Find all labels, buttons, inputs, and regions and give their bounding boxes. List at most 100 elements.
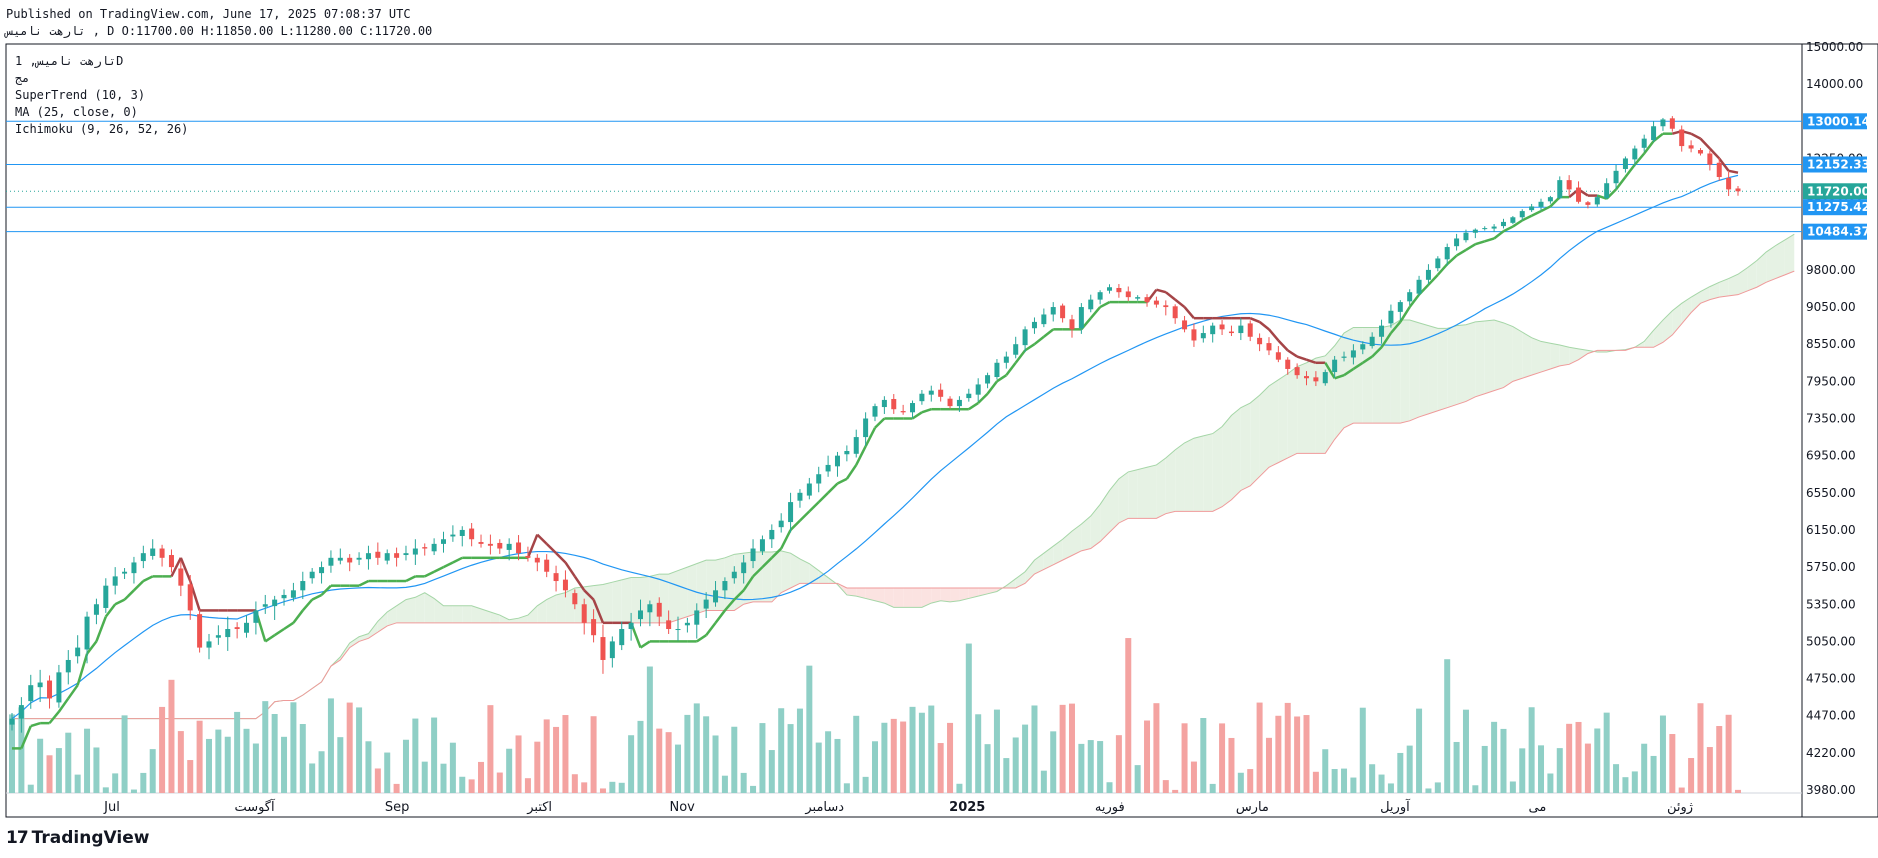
volume-bar <box>1303 715 1310 793</box>
volume-bar <box>1547 773 1554 793</box>
price-tick: 7950.00 <box>1806 374 1856 388</box>
volume-bar <box>1181 723 1188 793</box>
price-axis-ticks: 15000.0014000.0013000.0012250.0011650.00… <box>1806 40 1863 797</box>
candle-body <box>262 604 268 607</box>
supertrend-segment <box>696 634 707 643</box>
candle-body <box>985 375 991 384</box>
supertrend-segment <box>1484 237 1495 243</box>
time-axis-ticks: Jul آگوست Sep اکتبر Nov دسامبر 2025 فوریه مارس آو… <box>103 798 1693 815</box>
volume-bar <box>93 747 100 793</box>
supertrend-segment <box>1306 358 1317 364</box>
legend-supertrend[interactable]: SuperTrend (10, 3) <box>15 88 146 102</box>
supertrend-segment <box>545 542 557 555</box>
candle-body <box>487 543 493 546</box>
cloud-segment <box>1147 464 1157 519</box>
time-tick: اکتبر <box>526 800 552 815</box>
volume-bar <box>1059 704 1066 793</box>
volume-bar <box>1115 735 1122 793</box>
candle-body <box>412 548 418 555</box>
price-label-text: 13000.14 <box>1807 114 1870 128</box>
candle-body <box>1388 310 1394 324</box>
tradingview-logo[interactable]: 17 TradingView <box>6 828 149 848</box>
volume-bar <box>1050 731 1057 793</box>
candle-body <box>666 620 672 630</box>
candle-body <box>1003 356 1009 363</box>
candle-body <box>469 528 475 540</box>
volume-bar <box>431 717 438 793</box>
supertrend-segment <box>311 593 323 601</box>
supertrend-segment <box>179 557 192 582</box>
supertrend-segment <box>780 529 792 550</box>
volume-bar <box>1650 755 1657 793</box>
cloud-segment <box>1259 385 1269 477</box>
cloud-segment <box>959 587 969 601</box>
price-tick: 4750.00 <box>1806 672 1856 686</box>
candle-body <box>938 389 944 397</box>
candle-body <box>1697 150 1703 154</box>
volume-bar <box>778 708 785 793</box>
time-tick: آگوست <box>234 798 276 815</box>
candle-body <box>459 529 465 536</box>
tradingview-logo-icon: 17 <box>6 828 29 848</box>
candle-body <box>328 557 334 566</box>
candle-body <box>675 629 681 631</box>
cloud-segment <box>987 587 997 594</box>
volume-bar <box>74 774 81 793</box>
candle-body <box>1163 305 1169 308</box>
cloud-segment <box>668 570 679 623</box>
volume-bar <box>872 741 878 793</box>
ma-line <box>11 174 1739 720</box>
candle-body <box>1576 187 1582 202</box>
cloud-segment <box>537 599 547 623</box>
volume-bar <box>356 707 363 793</box>
candle-body <box>140 553 146 562</box>
volume-bar <box>1247 769 1254 793</box>
cloud-segment <box>753 552 763 602</box>
time-tick: دسامبر <box>804 800 844 815</box>
volume-bar <box>1153 703 1160 793</box>
candle-body <box>1153 300 1159 305</box>
legend-ma[interactable]: MA (25, close, 0) <box>15 105 138 119</box>
volume-bar <box>1444 659 1451 793</box>
volume-bar <box>1003 758 1010 793</box>
candle-body <box>319 567 325 574</box>
supertrend-segment <box>442 561 454 569</box>
candle-body <box>441 539 446 544</box>
volume-bar <box>937 743 944 793</box>
cloud-segment <box>678 567 688 620</box>
candle-body <box>1397 302 1403 312</box>
supertrend-segment <box>714 609 726 624</box>
cloud-segment <box>1034 553 1044 575</box>
volume-bar <box>496 772 503 793</box>
cloud-segment <box>1344 327 1354 428</box>
cloud-segment <box>1071 524 1082 556</box>
volume-bar <box>1538 745 1545 793</box>
volume-bar <box>881 722 888 793</box>
supertrend-segment <box>564 561 576 578</box>
candle-body <box>713 590 719 603</box>
supertrend-segment <box>1512 219 1523 228</box>
volume-bar <box>1312 771 1319 793</box>
volume-bar <box>102 787 109 793</box>
cloud-segment <box>921 587 932 608</box>
volume-bar <box>1622 777 1629 793</box>
supertrend-segment <box>264 634 276 643</box>
volume-bar <box>1097 741 1104 793</box>
candle-body <box>1078 307 1084 329</box>
candle-body <box>1294 367 1300 376</box>
legend-ichimoku[interactable]: Ichimoku (9, 26, 52, 26) <box>15 122 189 136</box>
cloud-segment <box>1653 320 1663 348</box>
price-label-box <box>1803 156 1867 173</box>
cloud-segment <box>1569 347 1579 365</box>
supertrend-segment <box>592 599 605 624</box>
cloud-segment <box>593 584 603 623</box>
candle-body <box>1050 307 1056 315</box>
candle-body <box>1604 183 1610 199</box>
volume-bar <box>130 789 137 793</box>
price-label-box <box>1803 199 1867 216</box>
supertrend-segment <box>1502 225 1514 233</box>
candle-body <box>347 557 353 563</box>
cloud-segment <box>1025 560 1035 584</box>
supertrend-segment <box>1352 361 1364 371</box>
